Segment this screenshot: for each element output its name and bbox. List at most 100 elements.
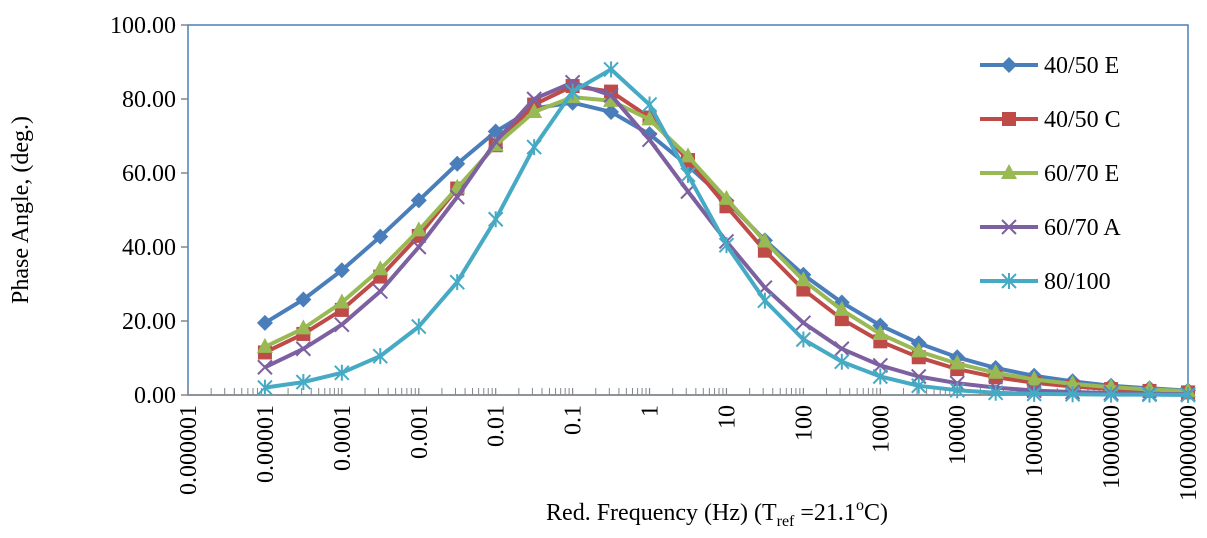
data-point <box>987 384 1004 401</box>
x-tick-label: 0.001 <box>407 405 433 459</box>
data-point <box>872 368 889 385</box>
data-point <box>910 342 927 358</box>
axes: 0.00 20.00 40.00 60.00 80.00 100.00 0.000001 0.… <box>110 13 1202 501</box>
series-60-70-e <box>256 88 1196 398</box>
legend-item: 40/50 C <box>980 107 1121 133</box>
x-axis-title: Red. Frequency (Hz) (Tref =21.1oC) <box>546 497 888 530</box>
data-point <box>295 319 312 335</box>
x-axis-title-mid: =21.1 <box>794 500 856 526</box>
x-tick-label: 0.0001 <box>330 405 356 471</box>
y-axis-title: Phase Angle, (deg.) <box>8 116 34 304</box>
data-point <box>872 357 889 374</box>
y-tick-label: 100.00 <box>110 13 176 39</box>
legend: 40/50 E 40/50 C 60/70 E 60/70 A 80/100 <box>980 53 1121 295</box>
x-axis-title-sub: ref <box>777 513 795 530</box>
data-point <box>679 147 696 163</box>
legend-item: 60/70 E <box>980 161 1119 187</box>
data-point <box>1001 273 1017 289</box>
legend-label: 80/100 <box>1044 269 1111 295</box>
data-point <box>718 189 735 205</box>
data-point <box>833 300 850 316</box>
data-point <box>641 96 658 113</box>
data-point <box>449 274 465 291</box>
x-tick-label: 10000000 <box>1176 405 1202 501</box>
y-tick-label: 40.00 <box>122 235 176 261</box>
data-point <box>872 324 889 340</box>
x-tick-label: 100000 <box>1022 405 1048 477</box>
data-point <box>257 379 273 396</box>
data-point <box>1064 386 1081 403</box>
y-tick-label: 80.00 <box>122 87 176 113</box>
legend-item: 40/50 E <box>980 53 1119 79</box>
data-point <box>526 139 542 156</box>
data-point <box>641 131 658 148</box>
y-tick-label: 60.00 <box>122 161 176 187</box>
data-point <box>641 110 658 126</box>
data-point <box>949 382 965 399</box>
data-point <box>795 315 812 331</box>
data-point <box>1001 57 1017 73</box>
data-point <box>603 91 620 107</box>
legend-item: 80/100 <box>980 269 1111 295</box>
data-point <box>834 353 850 370</box>
data-point <box>526 91 542 107</box>
x-tick-label: 1000 <box>868 405 894 453</box>
data-point <box>487 211 504 228</box>
x-tick-label: 1000000 <box>1099 405 1125 489</box>
x-tick-label: 0.00001 <box>253 405 279 483</box>
x-axis-title-end: C) <box>864 500 888 526</box>
data-point <box>295 341 312 357</box>
data-point <box>603 103 620 120</box>
data-point <box>411 318 427 335</box>
data-point <box>372 283 388 300</box>
data-point <box>449 155 466 172</box>
data-point <box>757 292 773 309</box>
legend-label: 60/70 E <box>1044 161 1119 187</box>
legend-label: 40/50 C <box>1044 107 1121 133</box>
plot-area <box>187 24 1189 396</box>
data-point <box>526 102 543 118</box>
data-point <box>256 337 273 353</box>
data-point <box>1026 370 1043 386</box>
data-point <box>1002 112 1016 126</box>
legend-label: 40/50 E <box>1044 53 1119 79</box>
data-point <box>564 83 581 100</box>
data-point <box>1001 219 1017 235</box>
data-point <box>411 239 427 255</box>
data-point <box>257 359 273 375</box>
data-point <box>334 316 350 333</box>
data-point <box>1141 386 1158 403</box>
data-point <box>1001 164 1017 179</box>
data-point <box>795 271 812 287</box>
data-point <box>834 341 850 357</box>
data-point <box>333 262 350 279</box>
data-point <box>911 377 927 394</box>
data-point <box>1103 386 1119 403</box>
x-tick-label: 1 <box>638 405 664 417</box>
y-tick-label: 0.00 <box>134 383 176 409</box>
data-point <box>1064 374 1081 390</box>
x-tick-label: 10000 <box>945 405 971 465</box>
data-point <box>410 221 427 237</box>
data-point <box>603 87 619 104</box>
data-point <box>295 291 312 308</box>
data-point <box>333 293 350 309</box>
data-point <box>603 61 619 78</box>
data-point <box>487 133 504 150</box>
data-point <box>410 192 427 209</box>
data-point <box>1026 385 1042 402</box>
x-tick-label: 0.01 <box>484 405 510 447</box>
data-point <box>718 237 735 254</box>
data-point <box>1180 387 1196 403</box>
series-layer <box>256 61 1196 403</box>
data-point <box>949 354 966 370</box>
data-point <box>680 166 696 183</box>
legend-item: 60/70 A <box>980 215 1121 241</box>
data-point <box>295 374 312 391</box>
series-80-100 <box>257 61 1196 403</box>
data-point <box>756 232 773 248</box>
x-tick-label: 0.000001 <box>176 405 202 495</box>
data-point <box>449 189 465 205</box>
x-tick-label: 100 <box>791 405 817 441</box>
